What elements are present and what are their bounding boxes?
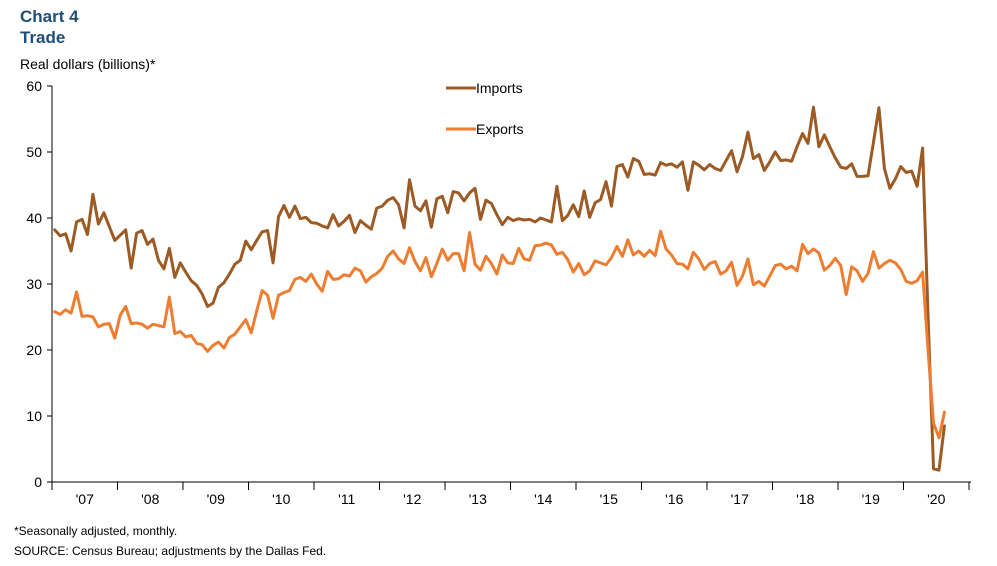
y-tick-label: 20 — [26, 342, 42, 358]
x-tick-label: '18 — [796, 491, 814, 507]
footnote-seasonal: *Seasonally adjusted, monthly. — [14, 524, 178, 538]
x-tick-label: '16 — [665, 491, 683, 507]
y-tick-label: 30 — [26, 276, 42, 292]
trade-line-chart: 0 10 20 30 40 50 60 '07 '08 '09 '10 '11 '12 '13 '14 '1… — [26, 78, 971, 507]
x-tick-label: '17 — [731, 491, 749, 507]
series-line-imports — [53, 105, 946, 472]
y-axis-unit-label: Real dollars (billions)* — [20, 56, 156, 72]
series-line-exports — [53, 229, 946, 440]
x-tick-label: '07 — [76, 491, 94, 507]
y-tick-label: 10 — [26, 408, 42, 424]
legend-exports-label: Exports — [476, 121, 523, 137]
x-tick-label: '11 — [338, 491, 355, 507]
x-tick-label: '19 — [862, 491, 880, 507]
x-tick-label: '13 — [469, 491, 487, 507]
x-tick-label: '15 — [600, 491, 618, 507]
x-tick-label: '08 — [141, 491, 159, 507]
y-tick-label: 50 — [26, 144, 42, 160]
x-tick-label: '09 — [207, 491, 225, 507]
y-tick-label: 0 — [34, 474, 42, 490]
series-lines — [53, 105, 946, 472]
y-tick-label: 60 — [26, 78, 42, 94]
title-block: Chart 4 Trade — [20, 6, 79, 48]
y-tick-label: 40 — [26, 210, 42, 226]
chart-number: Chart 4 — [20, 7, 79, 26]
footnote-source: SOURCE: Census Bureau; adjustments by th… — [14, 544, 327, 558]
legend: Imports Exports — [446, 80, 523, 137]
legend-imports-label: Imports — [476, 80, 523, 96]
x-tick-label: '20 — [927, 491, 945, 507]
x-tick-label: '10 — [272, 491, 290, 507]
y-axis: 0 10 20 30 40 50 60 — [26, 78, 53, 490]
chart-title: Trade — [20, 28, 66, 47]
x-tick-label: '12 — [403, 491, 421, 507]
x-axis: '07 '08 '09 '10 '11 '12 '13 '14 '15 '16 '17 '18 '19 '… — [51, 481, 971, 507]
x-tick-label: '14 — [534, 491, 552, 507]
